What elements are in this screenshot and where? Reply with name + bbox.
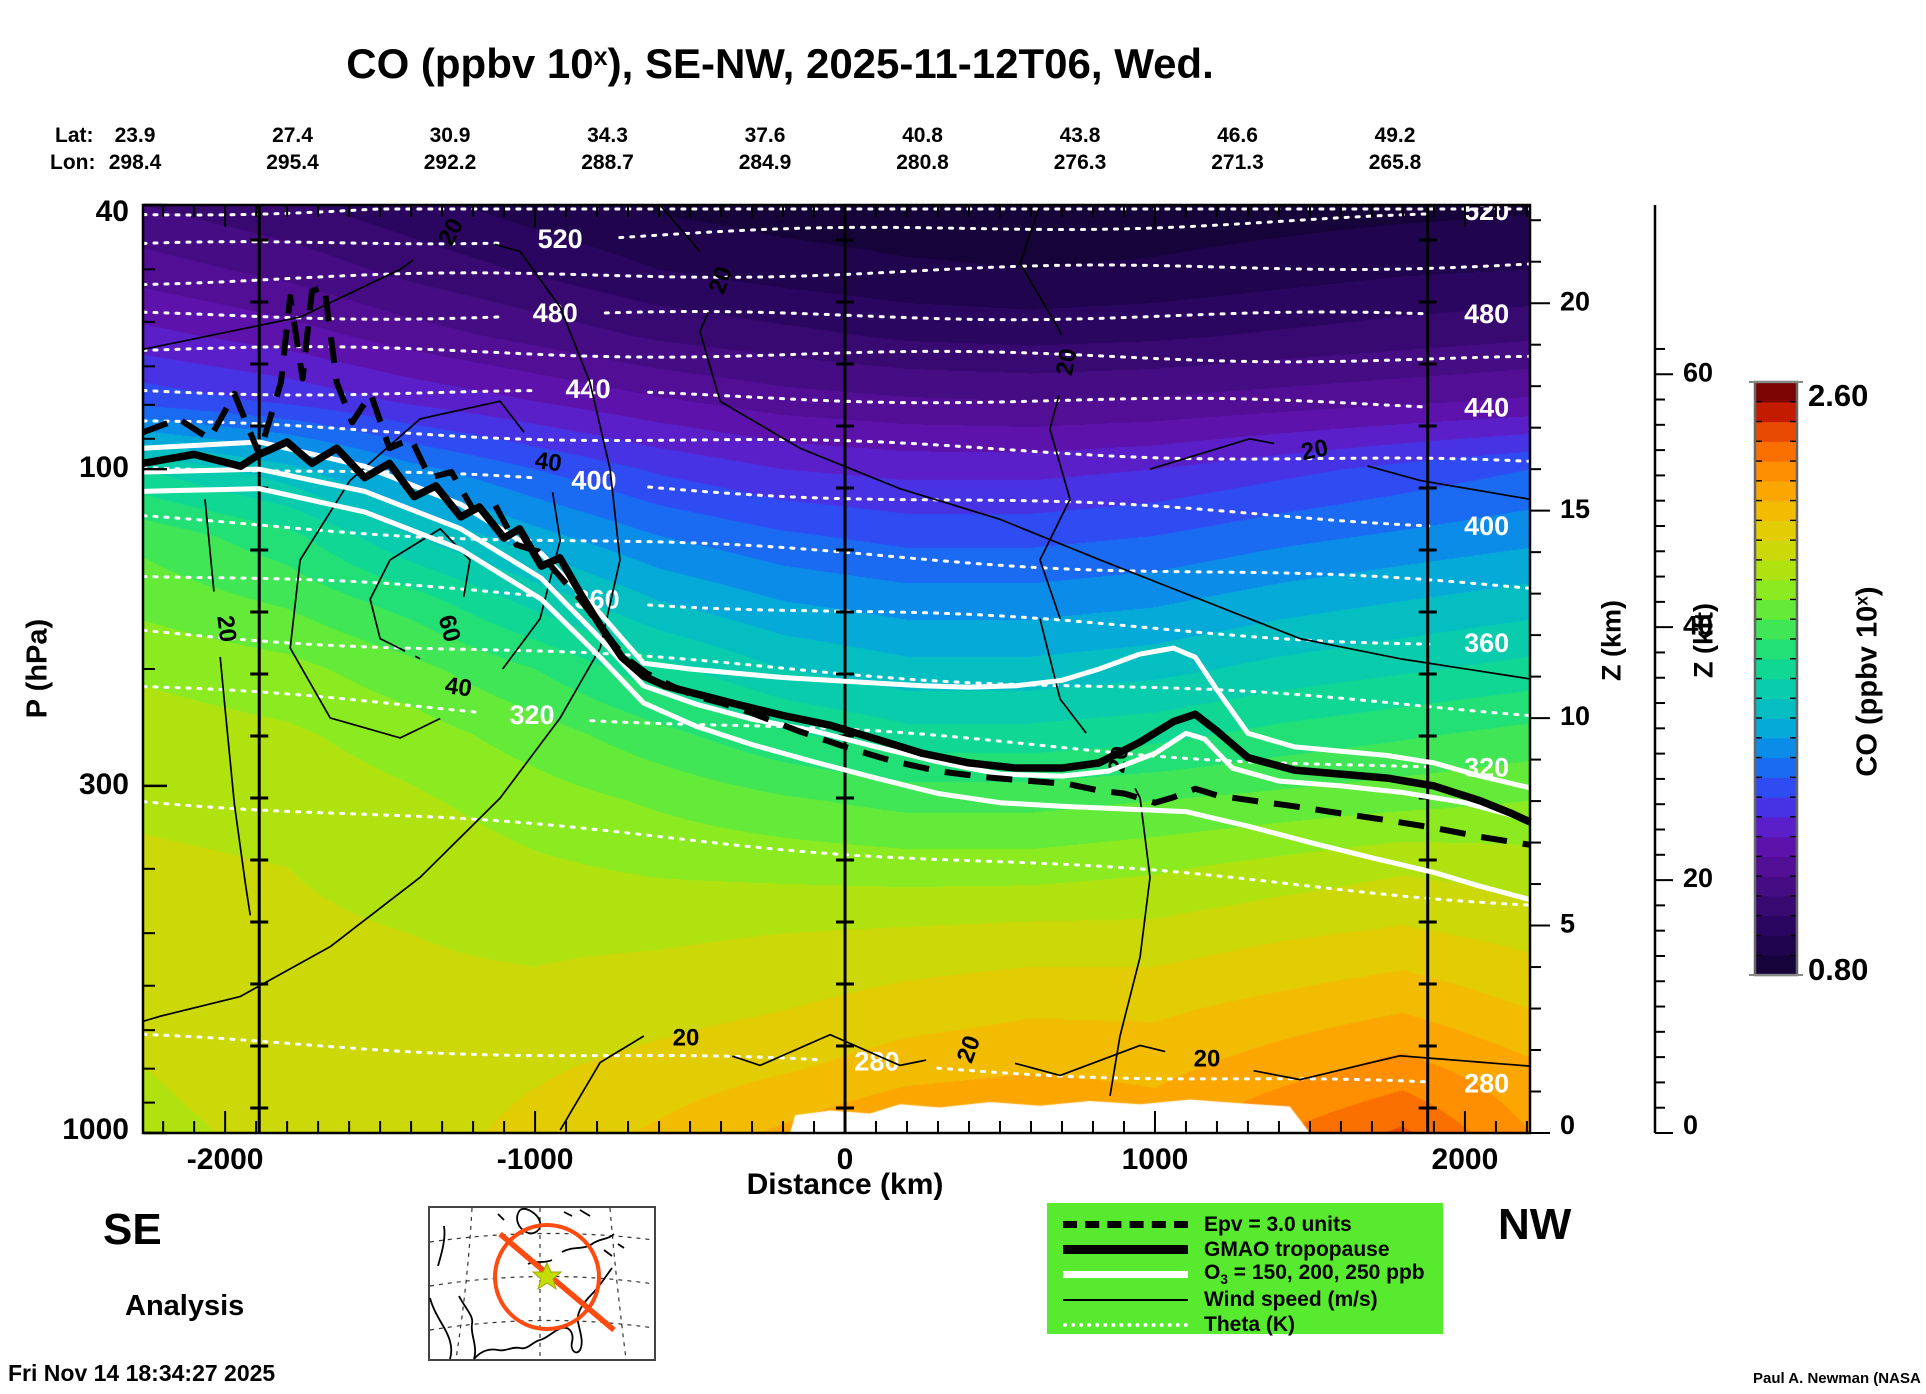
- lon-value: 265.8: [1368, 151, 1422, 174]
- pressure-axis-label: P (hPa): [21, 618, 54, 719]
- co-field-heatmap: [143, 205, 1530, 1133]
- legend-item-theta: Theta (K): [1063, 1312, 1443, 1337]
- lon-value: 280.8: [896, 151, 949, 174]
- lat-value: 23.9: [114, 124, 156, 147]
- colorbar: [1749, 380, 1803, 977]
- analysis-label: Analysis: [125, 1290, 245, 1322]
- colorbar-min-value: 0.80: [1808, 952, 1869, 987]
- svg-text:1000: 1000: [62, 1113, 129, 1146]
- legend: Epv = 3.0 units GMAO tropopause O3 = 150…: [1047, 1203, 1443, 1337]
- svg-text:20: 20: [1560, 286, 1590, 316]
- lat-value: 40.8: [902, 124, 943, 147]
- lon-value: 295.4: [266, 151, 319, 174]
- svg-text:10: 10: [1560, 701, 1590, 731]
- lon-row-label: Lon:: [50, 151, 96, 174]
- transect-region-circle: [493, 1223, 601, 1331]
- se-endpoint-label: SE: [103, 1205, 162, 1254]
- nw-endpoint-label: NW: [1498, 1200, 1572, 1249]
- lat-value: 49.2: [1374, 124, 1416, 147]
- lat-value: 34.3: [587, 124, 628, 147]
- lon-row: Lon: 298.4 295.4 292.2 288.7 284.9 280.8 276.3…: [0, 151, 1560, 177]
- lat-value: 30.9: [429, 124, 471, 147]
- svg-text:0: 0: [1683, 1110, 1698, 1140]
- colorbar-label: CO (ppbv 10x): [1851, 586, 1884, 777]
- legend-item-epv: Epv = 3.0 units: [1063, 1212, 1443, 1237]
- lat-value: 27.4: [272, 124, 313, 147]
- transect-line: [498, 1231, 616, 1333]
- tropopause-line-swatch: [1063, 1245, 1188, 1254]
- lat-row-label: Lat:: [55, 124, 94, 147]
- location-star-icon: [531, 1261, 563, 1291]
- credit-attribution: Paul A. Newman (NASA: [1753, 1370, 1921, 1387]
- svg-text:40: 40: [96, 195, 129, 228]
- inset-map: [428, 1206, 656, 1361]
- svg-text:0: 0: [1560, 1110, 1575, 1140]
- epv-line-swatch: [1063, 1221, 1188, 1228]
- lon-value: 292.2: [423, 151, 477, 174]
- lon-value: 271.3: [1211, 151, 1264, 174]
- distance-axis-label: Distance (km): [746, 1168, 944, 1201]
- theta-line-swatch: [1063, 1322, 1188, 1327]
- timestamp: Fri Nov 14 18:34:27 2025: [8, 1360, 276, 1386]
- legend-item-tropopause: GMAO tropopause: [1063, 1237, 1443, 1262]
- lon-value: 276.3: [1053, 151, 1107, 174]
- svg-text:5: 5: [1560, 909, 1575, 939]
- lat-row: Lat: 23.9 27.4 30.9 34.3 37.6 40.8 43.8 46.6 49.…: [0, 124, 1560, 150]
- zkft-axis-label: Z (kft): [1688, 603, 1719, 678]
- coastline: [429, 1208, 625, 1360]
- zkm-axis-label: Z (km): [1596, 600, 1627, 681]
- colorbar-max-value: 2.60: [1808, 378, 1869, 413]
- legend-item-wind: Wind speed (m/s): [1063, 1287, 1443, 1312]
- wind-line-swatch: [1063, 1298, 1188, 1301]
- svg-text:100: 100: [79, 451, 129, 484]
- lon-value: 284.9: [738, 151, 792, 174]
- legend-item-ozone: O3 = 150, 200, 250 ppb: [1063, 1261, 1443, 1288]
- svg-text:20: 20: [1683, 863, 1713, 893]
- lon-value: 288.7: [581, 151, 634, 174]
- lat-value: 46.6: [1217, 124, 1258, 147]
- lat-value: 37.6: [744, 124, 786, 147]
- svg-text:15: 15: [1560, 494, 1590, 524]
- chart-title: CO (ppbv 10x), SE-NW, 2025-11-12T06, Wed…: [346, 40, 1214, 87]
- ozone-line-swatch: [1063, 1271, 1188, 1278]
- svg-text:300: 300: [79, 768, 129, 801]
- lon-value: 298.4: [108, 151, 162, 174]
- lat-value: 43.8: [1059, 124, 1101, 147]
- svg-text:60: 60: [1683, 357, 1713, 387]
